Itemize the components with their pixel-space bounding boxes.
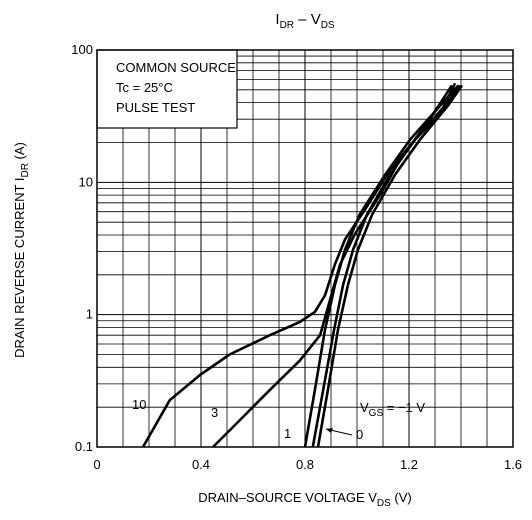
label-part: (A): [12, 142, 27, 163]
label-part: DRAIN REVERSE CURRENT I: [12, 178, 27, 358]
curve: [316, 84, 464, 448]
annotation: PULSE TEST: [116, 100, 195, 115]
annotation: Tc = 25°C: [116, 80, 173, 95]
chart-title: IDR – VDS: [275, 11, 335, 31]
x-tick-label: 0.8: [296, 457, 314, 472]
curve-label: 1: [284, 426, 291, 441]
y-tick-label: 10: [79, 174, 93, 189]
curve: [141, 82, 457, 448]
y-axis-label: DRAIN REVERSE CURRENT IDR (A): [12, 142, 31, 358]
y-tick-label: 0.1: [75, 439, 93, 454]
plot-frame: [96, 49, 514, 448]
label-part: DRAIN–SOURCE VOLTAGE V: [198, 490, 377, 505]
annotation-box: [96, 49, 238, 129]
y-tick-label: 100: [71, 42, 93, 57]
curve: [311, 84, 462, 448]
curve-label: 10: [132, 397, 146, 412]
label-part: = −1 V: [383, 400, 425, 415]
x-tick-label: 0.4: [192, 457, 210, 472]
label-part: V: [360, 400, 369, 415]
label-part: DR: [20, 163, 31, 177]
title-part: DR: [280, 20, 294, 31]
title-part: DS: [321, 20, 335, 31]
curves: [141, 82, 464, 448]
title-part: I: [275, 11, 279, 28]
title-part: – V: [294, 11, 321, 28]
curve: [303, 84, 460, 448]
curve-label: 0: [356, 427, 363, 442]
label-part: DS: [377, 498, 391, 509]
x-tick-label: 1.2: [400, 457, 418, 472]
annotation: COMMON SOURCE: [116, 60, 236, 75]
label-part: GS: [369, 408, 384, 419]
curve-label: 3: [211, 405, 218, 420]
arrow-head: [326, 428, 333, 433]
y-tick-label: 1: [86, 307, 93, 322]
label-part: (V): [391, 490, 412, 505]
x-axis-label: DRAIN–SOURCE VOLTAGE VDS (V): [198, 490, 412, 509]
x-tick-label: 0: [93, 457, 100, 472]
curve-label: VGS = −1 V: [360, 400, 425, 419]
x-tick-label: 1.6: [504, 457, 522, 472]
